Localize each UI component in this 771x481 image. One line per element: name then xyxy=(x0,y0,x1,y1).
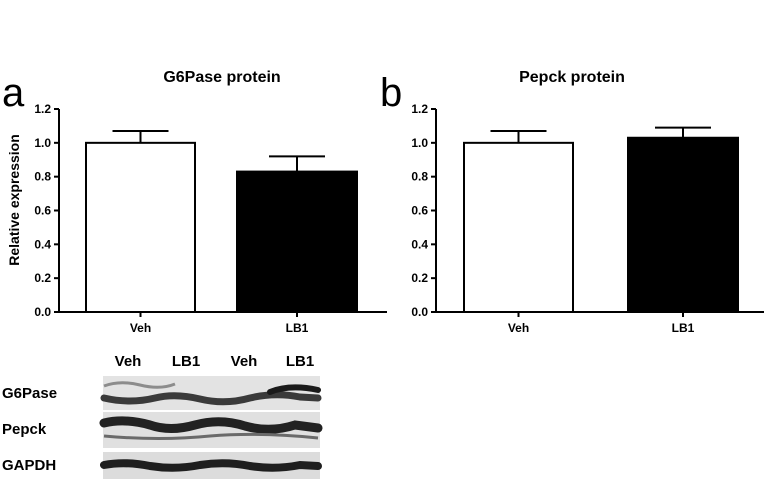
x-tick-label: LB1 xyxy=(672,321,695,335)
chart-pepck: Pepck protein 0.0 0.2 0.4 0.6 0.8 1.0 1.2 Veh LB… xyxy=(411,69,764,335)
y-tick-label: 1.0 xyxy=(34,136,51,150)
blot-lane-label: LB1 xyxy=(286,353,314,370)
y-tick-label: 0.8 xyxy=(411,170,428,184)
blot-lane-label: Veh xyxy=(231,353,258,370)
y-tick-label: 0.6 xyxy=(411,204,428,218)
chart-title: Pepck protein xyxy=(519,69,625,86)
y-tick-label: 0.6 xyxy=(34,204,51,218)
y-tick-label: 0.2 xyxy=(411,271,428,285)
bar-lb1 xyxy=(627,136,739,313)
y-tick-label: 0.0 xyxy=(34,305,51,319)
western-blot: Veh LB1 Veh LB1 G6Pase Pepck GAPDH xyxy=(2,353,323,479)
chart-title: G6Pase protein xyxy=(163,69,280,86)
y-tick-label: 1.2 xyxy=(411,102,428,116)
panel-letter-a: a xyxy=(2,71,25,115)
x-tick-label: Veh xyxy=(130,321,151,335)
blot-band xyxy=(267,384,321,395)
bar-veh xyxy=(463,141,574,313)
blot-band xyxy=(99,416,323,434)
panel-letter-b: b xyxy=(380,71,402,115)
y-tick-label: 1.0 xyxy=(411,136,428,150)
x-tick-label: LB1 xyxy=(286,321,309,335)
x-tick-label: Veh xyxy=(508,321,529,335)
blot-band xyxy=(100,391,322,406)
chart-g6pase: G6Pase protein Relative expression 0.00.… xyxy=(6,69,387,335)
blot-band xyxy=(103,432,319,440)
blot-band xyxy=(100,459,322,472)
y-tick-label: 0.0 xyxy=(411,305,428,319)
blot-band xyxy=(103,381,176,389)
blot-bands-g6pase xyxy=(100,381,322,406)
chart-marks: 0.0 0.2 0.4 0.6 0.8 1.0 1.2 Veh LB1 xyxy=(34,102,387,335)
blot-bands-gapdh xyxy=(100,459,322,472)
y-tick-label: 0.8 xyxy=(34,170,51,184)
blot-row-label-gapdh: GAPDH xyxy=(2,457,56,474)
blot-lane-label: Veh xyxy=(115,353,142,370)
blot-lane-label: LB1 xyxy=(172,353,200,370)
y-tick-label: 0.4 xyxy=(411,237,428,251)
bar-lb1 xyxy=(236,170,358,313)
blot-bands-pepck xyxy=(99,416,323,440)
blot-row-label-g6pase: G6Pase xyxy=(2,385,57,402)
chart-marks: 0.0 0.2 0.4 0.6 0.8 1.0 1.2 Veh LB1 xyxy=(411,102,764,335)
y-axis-label: Relative expression xyxy=(6,134,22,266)
y-tick-label: 1.2 xyxy=(34,102,51,116)
bar-veh xyxy=(85,141,196,313)
blot-row-label-pepck: Pepck xyxy=(2,421,47,438)
y-tick-label: 0.4 xyxy=(34,237,51,251)
y-tick-label: 0.2 xyxy=(34,271,51,285)
